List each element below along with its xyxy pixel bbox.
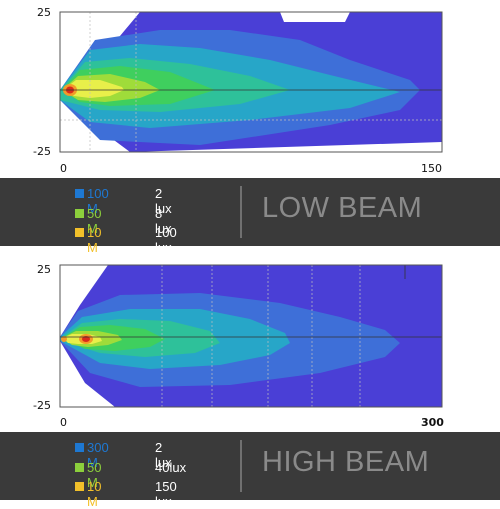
legend-lux: 2 lux <box>155 186 172 216</box>
low-grid <box>60 12 442 152</box>
legend-swatch <box>75 228 84 237</box>
high-hotspot-red <box>82 336 90 342</box>
low-beam-heatmap <box>59 11 443 153</box>
legend-distance: 300 M <box>87 440 109 470</box>
low-beam-legend: 100 M 2 lux 50 M 8 lux 10 M 100 lux LOW … <box>0 178 500 255</box>
legend-distance: 10 M <box>87 479 102 509</box>
high-x-tick-start: 0 <box>60 416 67 429</box>
high-hotspot-edge <box>61 336 67 342</box>
legend-divider <box>240 186 242 238</box>
legend-lux: 2 lux <box>155 440 172 470</box>
legend-swatch <box>75 189 84 198</box>
low-contour-7 <box>63 80 124 98</box>
low-beam-title: LOW BEAM <box>262 192 423 224</box>
legend-swatch <box>75 482 84 491</box>
legend-lux: 8 lux <box>155 206 172 236</box>
low-x-tick-start: 0 <box>60 162 67 175</box>
legend-swatch <box>75 443 84 452</box>
low-y-tick-top: 25 <box>37 6 51 19</box>
high-x-tick-end: 300 <box>421 416 444 429</box>
legend-distance: 10 M <box>87 225 102 255</box>
high-beam-legend: 300 M 2 lux 50 M 40lux 10 M 150 lux HIGH… <box>0 432 500 509</box>
legend-swatch <box>75 463 84 472</box>
low-x-tick-end: 150 <box>421 162 442 175</box>
legend-lux: 40lux <box>155 460 187 475</box>
legend-distance: 100 M <box>87 186 109 216</box>
legend-divider <box>240 440 242 492</box>
low-white-notch <box>282 12 348 22</box>
legend-swatch <box>75 209 84 218</box>
high-y-tick-top: 25 <box>37 263 51 276</box>
legend-lux: 150 lux <box>155 479 177 509</box>
high-beam-panel: 25 -25 0 300 300 M 2 lux 50 M 40lux 10 M… <box>0 255 500 509</box>
low-beam-panel: 25 -25 0 150 100 M 2 lux 50 M 8 lux 10 M… <box>0 0 500 255</box>
legend-distance: 50 M <box>87 206 102 236</box>
high-beam-heatmap <box>59 264 443 408</box>
high-y-tick-bottom: -25 <box>33 399 51 412</box>
legend-lux: 100 lux <box>155 225 177 255</box>
legend-distance: 50 M <box>87 460 102 490</box>
low-y-tick-bottom: -25 <box>33 145 51 158</box>
high-beam-title: HIGH BEAM <box>262 446 430 478</box>
